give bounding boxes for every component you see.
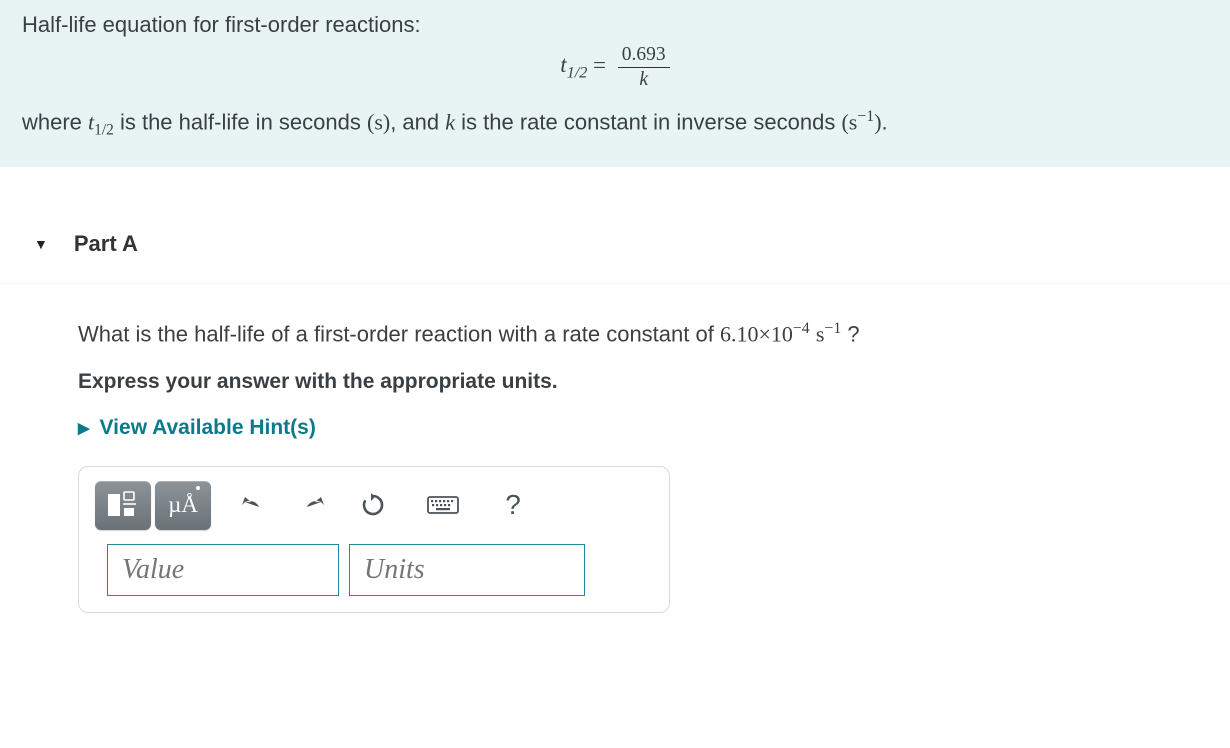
- eq-equals: =: [587, 52, 611, 77]
- ring-dot-icon: [196, 486, 200, 490]
- q-prefix: What is the half-life of a first-order r…: [78, 322, 720, 347]
- intro-panel: Half-life equation for first-order react…: [0, 0, 1230, 167]
- txt: is the rate constant in inverse seconds: [455, 109, 841, 134]
- keyboard-icon: [427, 494, 459, 516]
- eq-numerator: 0.693: [618, 44, 670, 68]
- view-hints-button[interactable]: ▶ View Available Hint(s): [78, 416, 1208, 440]
- fraction-template-icon: [106, 490, 140, 520]
- units-input[interactable]: [349, 544, 585, 596]
- special-chars-label: µÅ: [168, 492, 198, 518]
- txt: .: [882, 109, 888, 134]
- var-k: k: [445, 109, 455, 134]
- redo-button[interactable]: [285, 481, 341, 530]
- q-rate-exp: −4: [793, 320, 810, 337]
- intro-description: where t1/2 is the half-life in seconds (…: [22, 104, 1208, 143]
- q-suffix: ?: [841, 322, 859, 347]
- answer-instruction: Express your answer with the appropriate…: [78, 370, 1208, 394]
- part-a-label: Part A: [74, 231, 138, 257]
- paren: ): [874, 109, 881, 134]
- half-life-equation: t1/2 = 0.693k: [22, 44, 1208, 90]
- chevron-right-icon: ▶: [78, 419, 90, 437]
- unit-s: s: [374, 109, 383, 134]
- reset-button[interactable]: [345, 481, 401, 530]
- eq-lhs-sub: 1/2: [567, 65, 588, 82]
- value-input[interactable]: [107, 544, 339, 596]
- answer-inputs: [107, 544, 653, 596]
- special-chars-button[interactable]: µÅ: [155, 481, 211, 530]
- var-t-sub: 1/2: [94, 122, 114, 139]
- answer-toolbar: µÅ: [95, 481, 653, 530]
- intro-title: Half-life equation for first-order react…: [22, 12, 1208, 38]
- q-unit-exp: −1: [824, 320, 841, 337]
- templates-button[interactable]: [95, 481, 151, 530]
- txt: where: [22, 109, 88, 134]
- unit-s-exp: −1: [857, 108, 874, 125]
- undo-icon: [239, 493, 267, 517]
- q-rate-value: 6.10×10: [720, 322, 793, 347]
- reset-icon: [360, 492, 386, 518]
- eq-fraction: 0.693k: [618, 44, 670, 90]
- redo-icon: [299, 493, 327, 517]
- txt: is the half-life in seconds: [114, 109, 367, 134]
- part-a-body: What is the half-life of a first-order r…: [0, 284, 1230, 632]
- eq-denominator: k: [618, 68, 670, 91]
- paren: (: [841, 109, 848, 134]
- txt: , and: [390, 109, 445, 134]
- question-text: What is the half-life of a first-order r…: [78, 320, 1208, 347]
- keyboard-button[interactable]: [415, 481, 471, 530]
- part-a-header[interactable]: ▼ Part A: [0, 203, 1230, 284]
- view-hints-label: View Available Hint(s): [100, 416, 316, 440]
- collapse-down-icon[interactable]: ▼: [34, 236, 48, 252]
- help-button[interactable]: ?: [485, 481, 541, 530]
- undo-button[interactable]: [225, 481, 281, 530]
- help-icon: ?: [505, 489, 521, 521]
- answer-widget: µÅ: [78, 466, 670, 613]
